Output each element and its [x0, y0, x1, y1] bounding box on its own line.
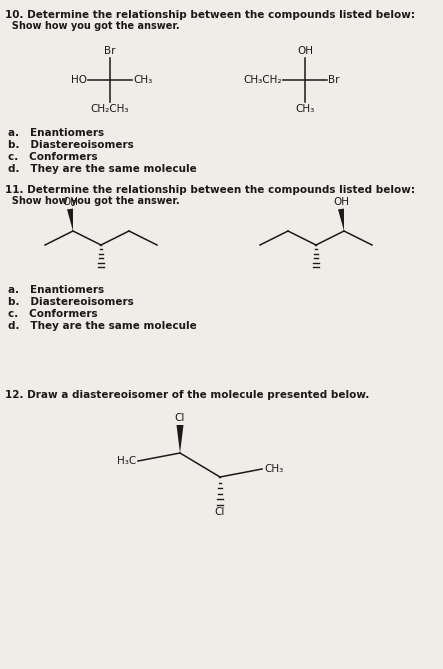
Text: a.   Enantiomers: a. Enantiomers [8, 128, 104, 138]
Text: CH₂CH₃: CH₂CH₃ [91, 104, 129, 114]
Text: H₃C: H₃C [117, 456, 136, 466]
Text: OH: OH [333, 197, 349, 207]
Text: Br: Br [328, 75, 339, 85]
Polygon shape [338, 209, 344, 231]
Text: CH₃: CH₃ [264, 464, 283, 474]
Text: 12. Draw a diastereoisomer of the molecule presented below.: 12. Draw a diastereoisomer of the molecu… [5, 390, 369, 400]
Text: CH₃: CH₃ [133, 75, 152, 85]
Polygon shape [67, 209, 73, 231]
Text: Cl: Cl [175, 413, 185, 423]
Text: d.   They are the same molecule: d. They are the same molecule [8, 321, 197, 331]
Text: 10. Determine the relationship between the compounds listed below:: 10. Determine the relationship between t… [5, 10, 415, 20]
Text: Br: Br [104, 46, 116, 56]
Text: a.   Enantiomers: a. Enantiomers [8, 285, 104, 295]
Text: c.   Conformers: c. Conformers [8, 152, 97, 162]
Text: Show how you got the answer.: Show how you got the answer. [5, 196, 179, 206]
Text: OH: OH [297, 46, 313, 56]
Text: CH₃: CH₃ [295, 104, 315, 114]
Text: HO: HO [71, 75, 87, 85]
Text: 11. Determine the relationship between the compounds listed below:: 11. Determine the relationship between t… [5, 185, 415, 195]
Text: b.   Diastereoisomers: b. Diastereoisomers [8, 297, 134, 307]
Text: b.   Diastereoisomers: b. Diastereoisomers [8, 140, 134, 150]
Polygon shape [176, 425, 183, 453]
Text: c.   Conformers: c. Conformers [8, 309, 97, 319]
Text: OH: OH [62, 197, 78, 207]
Text: CH₃CH₂: CH₃CH₂ [244, 75, 282, 85]
Text: Show how you got the answer.: Show how you got the answer. [5, 21, 179, 31]
Text: Cl: Cl [215, 507, 225, 517]
Text: d.   They are the same molecule: d. They are the same molecule [8, 164, 197, 174]
